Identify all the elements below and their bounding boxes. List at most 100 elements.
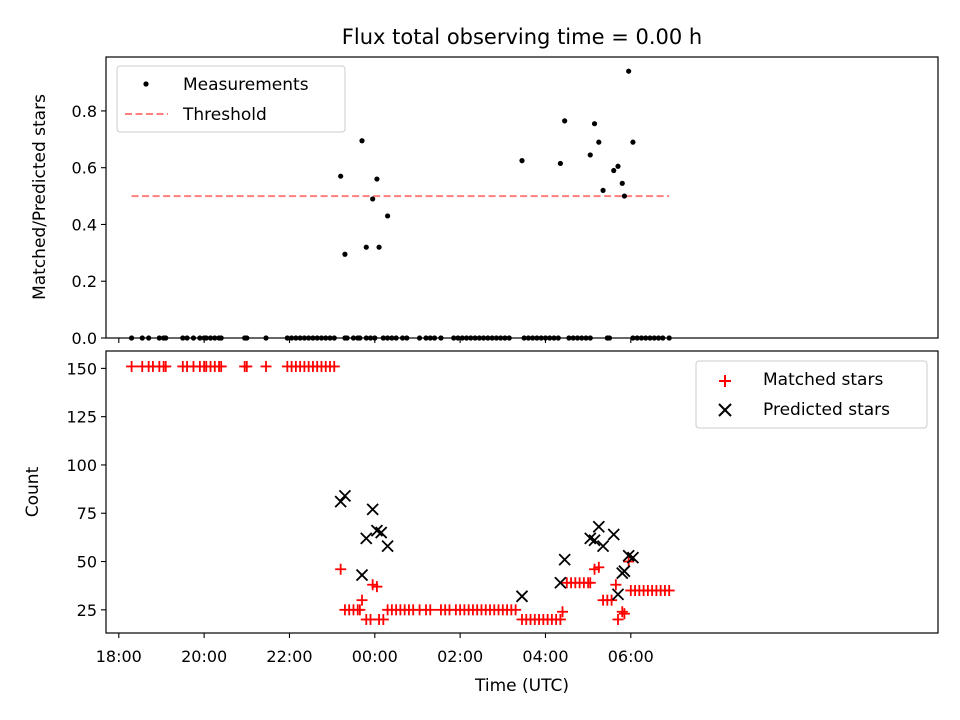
matched-stars-point <box>241 360 253 372</box>
panel-counts: 25 50 75 100 125 150 18:00 20:00 22:00 00:00 02:00… <box>23 350 939 666</box>
measurement-point <box>357 335 363 341</box>
measurement-point <box>534 335 540 341</box>
measurement-point <box>621 193 628 199</box>
matched-stars-point <box>356 594 368 606</box>
x-b <box>334 495 347 508</box>
matched-stars-point <box>354 604 366 616</box>
x-b <box>366 503 379 516</box>
measurement-point <box>297 335 303 341</box>
measurement-point <box>380 335 386 341</box>
x-b <box>554 576 567 589</box>
measurement-point <box>331 335 337 341</box>
matched-stars-point <box>554 613 566 625</box>
predicted-stars-point <box>375 526 388 539</box>
measurement-point <box>587 152 593 158</box>
measurement-point <box>472 335 478 341</box>
measurement-point <box>212 335 218 341</box>
measurement-point <box>587 335 593 341</box>
measurement-point <box>525 335 532 341</box>
measurement-point <box>626 68 632 74</box>
x-b <box>338 489 352 502</box>
measurement-point <box>376 244 382 250</box>
measurement-point <box>630 139 636 145</box>
legend-box-counts <box>695 360 928 429</box>
predicted-stars-point <box>381 539 394 553</box>
predicted-stars-point <box>607 528 620 541</box>
measurement-point <box>427 335 433 341</box>
x-b <box>355 568 369 582</box>
measurement-point <box>476 335 482 341</box>
measurement-point <box>498 335 504 341</box>
measurement-point <box>129 335 135 341</box>
axis-ticks-counts: 25 50 75 100 125 150 18:00 20:00 22:00 00:00 02:00… <box>66 359 653 666</box>
measurement-point <box>163 335 169 341</box>
matched-stars-point <box>610 579 622 591</box>
ytick-label: 0.2 <box>72 272 97 291</box>
measurement-point <box>218 335 224 341</box>
measurement-point <box>600 187 606 194</box>
measurement-point <box>651 335 657 341</box>
measurement-point <box>417 335 423 341</box>
measurement-point <box>538 335 544 341</box>
measurement-point <box>481 335 487 341</box>
matched-stars-point <box>371 581 383 593</box>
x-b <box>622 549 635 562</box>
matched-stars-point <box>612 613 624 625</box>
matched-stars-point <box>424 604 436 616</box>
measurement-point <box>338 173 344 179</box>
measurement-point <box>619 180 625 186</box>
measurement-point <box>647 335 653 341</box>
measurement-point <box>374 176 380 182</box>
axis-ticks-ratio: 0.0 0.2 0.4 0.6 0.8 <box>72 102 632 348</box>
measurement-point <box>438 335 444 341</box>
measurement-point <box>630 335 636 341</box>
chart-title: Flux total observing time = 0.00 h <box>342 25 702 49</box>
predicted-stars-point <box>584 532 597 545</box>
matched-stars-point <box>328 360 340 372</box>
measurement-point <box>660 335 666 341</box>
x-b <box>360 532 373 545</box>
matched-stars-point <box>510 604 522 616</box>
measurement-point <box>551 335 557 341</box>
x-b <box>381 539 394 553</box>
ytick-label: 150 <box>66 359 97 378</box>
x-b <box>626 551 640 564</box>
measurement-point <box>344 335 350 341</box>
matched-stars-point <box>126 360 138 372</box>
measurement-point <box>393 335 399 341</box>
measurement-point <box>463 335 470 341</box>
measurement-point <box>606 335 613 341</box>
measurement-point <box>615 163 621 169</box>
measurement-point <box>180 335 186 341</box>
x-b <box>618 565 631 578</box>
xtick-label: 02:00 <box>437 647 483 666</box>
measurement-point <box>493 335 499 341</box>
measurement-point <box>468 335 474 341</box>
plot-frame-counts <box>105 350 939 634</box>
measurement-point <box>547 335 553 341</box>
measurement-point <box>506 335 512 341</box>
predicted-stars-point <box>592 520 605 533</box>
legend-counts: Matched stars Predicted stars <box>695 360 928 429</box>
ylabel-ratio: Matched/Predicted stars <box>30 94 50 300</box>
measurement-point <box>579 335 585 341</box>
measurement-point <box>638 335 645 341</box>
predicted-stars-point <box>515 590 529 603</box>
x-b <box>592 520 605 533</box>
matched-stars-point <box>260 360 272 372</box>
matched-stars-point <box>557 606 569 618</box>
legend-ratio: Measurements Threshold <box>116 65 346 133</box>
measurement-point <box>570 335 576 341</box>
measurement-point <box>306 335 312 341</box>
predicted-stars-point <box>611 588 625 601</box>
legend-box-ratio <box>116 65 346 133</box>
measurement-point <box>363 244 369 250</box>
panel-ratio: 0.00.20.40.60.8 Matched/Predicted stars … <box>30 56 939 348</box>
measurement-point <box>566 335 572 341</box>
predicted-stars-point <box>366 503 379 516</box>
measurement-point <box>574 335 581 341</box>
measurement-point <box>289 335 295 341</box>
measurement-point <box>203 335 209 341</box>
x-b <box>515 590 529 603</box>
measurement-point <box>643 335 649 341</box>
